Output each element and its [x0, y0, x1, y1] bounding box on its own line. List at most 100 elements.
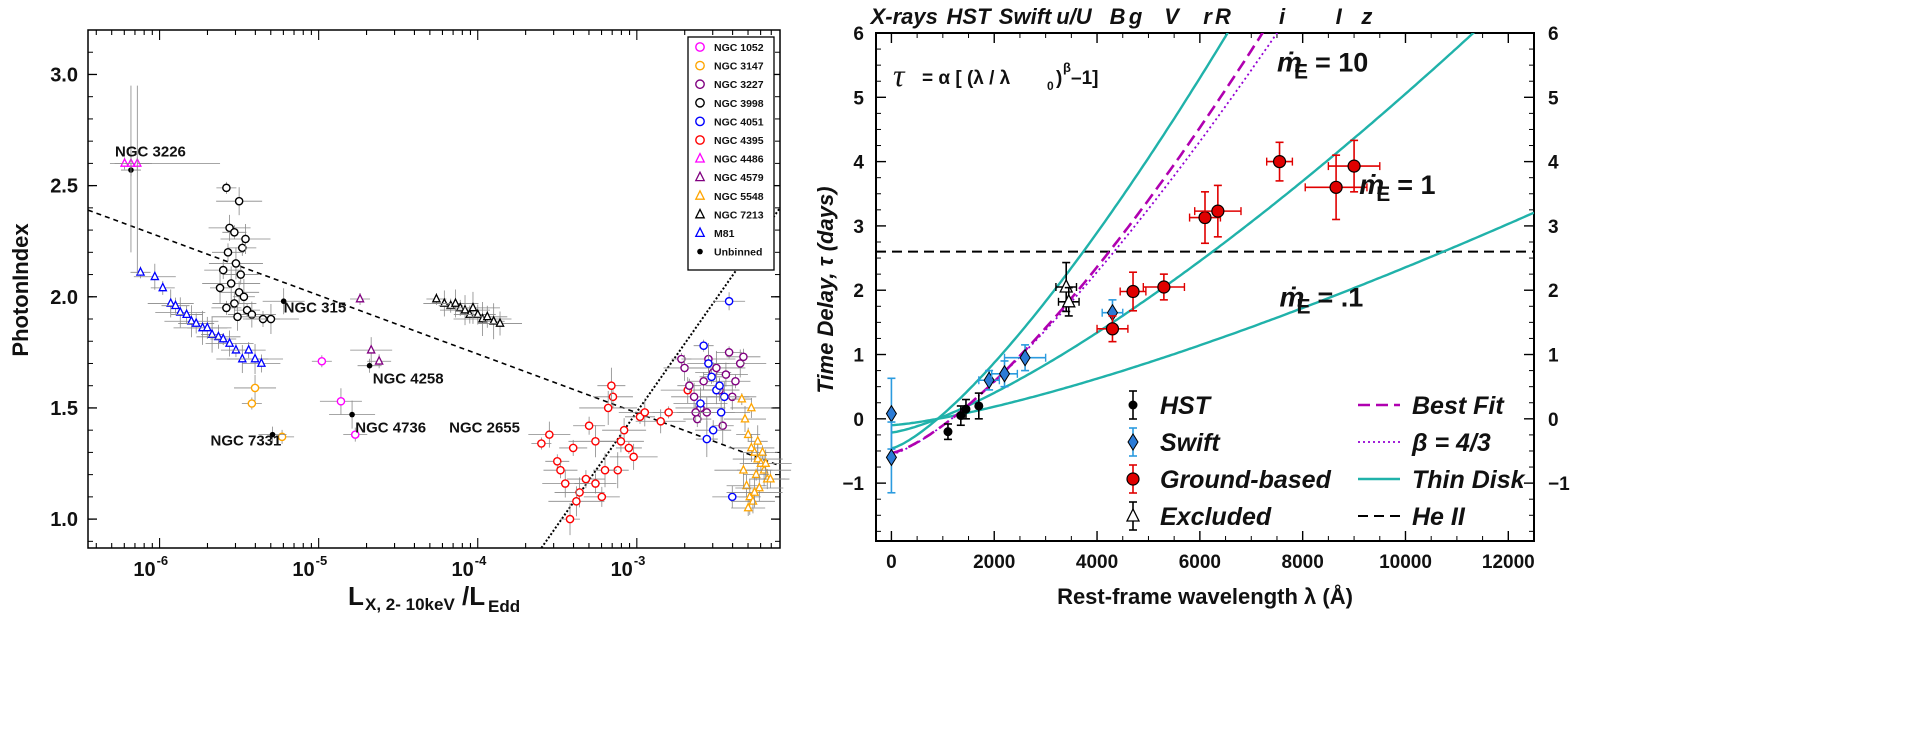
left-point-ngc-7213: [459, 304, 496, 325]
left-point-ngc-7213: [432, 289, 479, 318]
right-y-tick-label-left: 5: [853, 88, 864, 109]
right-y-tick-label-right: 6: [1548, 24, 1559, 45]
left-marker: [439, 297, 449, 307]
left-marker: [482, 310, 492, 321]
mdot-value: = 10: [1315, 48, 1368, 78]
band-label: u/U: [1056, 4, 1093, 29]
left-point-ngc-4395: [579, 390, 638, 425]
right-point-ground-based: [1188, 191, 1222, 245]
mdot-subscript: E: [1294, 61, 1308, 84]
left-marker: [366, 362, 373, 369]
left-marker: [616, 436, 626, 446]
left-marker: [231, 344, 241, 354]
left-y-axis-label: PhotonIndex: [8, 223, 33, 357]
left-annotation-label: NGC 2655: [449, 419, 520, 436]
right-model-curves: [876, 33, 1534, 456]
legend-marker-m81: [694, 226, 706, 238]
left-point-ngc-3998: [211, 300, 242, 315]
left-marker: [269, 431, 276, 438]
right-marker: [885, 448, 898, 467]
left-marker: [699, 341, 708, 350]
legend-marker-ngc-4486: [694, 152, 706, 163]
left-point-ngc-5548: [728, 433, 775, 462]
right-y-tick-label-right: −1: [1548, 474, 1570, 495]
formula-beta-sup: β: [1063, 60, 1071, 75]
left-x-tick-exponent: -6: [157, 553, 169, 568]
right-x-tick-label: 4000: [1076, 552, 1118, 573]
left-point-ngc-4395: [560, 503, 581, 536]
left-marker: [718, 421, 728, 431]
left-marker: [374, 355, 384, 365]
left-marker: [266, 314, 276, 324]
left-x-label-main: L: [348, 581, 364, 611]
thin-disk-curve-.1: [891, 211, 1534, 427]
left-marker: [749, 446, 760, 456]
left-marker: [743, 502, 753, 512]
legend-label: Unbinned: [714, 247, 762, 259]
left-point-ngc-4051: [687, 350, 730, 377]
left-marker: [213, 330, 224, 341]
left-point-ngc-7213: [482, 303, 505, 340]
legend-label: NGC 5548: [714, 191, 764, 203]
left-marker: [181, 308, 192, 319]
right-y-tick-label-left: 0: [853, 410, 864, 431]
formula-tau: τ: [893, 57, 906, 93]
left-point-ngc-4395: [652, 406, 685, 419]
left-point-m81: [210, 333, 237, 346]
mdot-value: = 1: [1397, 170, 1435, 200]
left-annotation-label: NGC 3226: [115, 144, 186, 161]
right-marker: [974, 401, 984, 411]
left-plot-frame: [87, 29, 781, 549]
right-y-axis-label: Time Delay, τ (days): [813, 186, 838, 393]
left-marker: [761, 457, 771, 467]
legend-marker-ngc-1052: [695, 42, 705, 52]
left-x-tick-base: 10: [451, 559, 473, 581]
left-marker: [738, 464, 749, 474]
right-legend-entry-best-fit: Best Fit: [1358, 392, 1505, 420]
left-marker: [727, 492, 737, 502]
left-marker: [735, 359, 745, 368]
thin-disk-curve-10: [891, 33, 1229, 450]
right-y-tick-label-left: 6: [853, 24, 864, 45]
left-point-m81: [227, 344, 284, 375]
right-point-ground-based: [1096, 315, 1129, 343]
band-label: HST: [947, 4, 993, 29]
right-point-ground-based: [1265, 141, 1294, 182]
left-point-ngc-3227: [720, 374, 751, 389]
left-point-ngc-3998: [204, 261, 243, 280]
legend-marker: [1125, 507, 1141, 522]
right-marker: [1211, 204, 1225, 218]
right-point-hst: [956, 405, 966, 427]
formula-annotation: τ = α [ (λ / λ 0 ) β –1]: [893, 57, 1098, 93]
right-y-tick-label-right: 5: [1548, 88, 1559, 109]
left-marker: [575, 488, 584, 497]
left-marker: [656, 416, 665, 426]
legend-marker: [1128, 400, 1138, 410]
beta-43-curve: [891, 33, 1279, 456]
legend-label: Ground-based: [1160, 466, 1332, 494]
left-marker: [568, 443, 578, 453]
left-marker: [552, 456, 562, 466]
left-point-ngc-4395: [609, 443, 658, 470]
left-point-ngc-3227: [687, 372, 720, 391]
left-marker: [218, 265, 228, 275]
left-marker: [603, 403, 613, 413]
right-axis-ticks: 0 2000 4000 6000 8000 10000 12000 −1 −1 0 0 1 1 2 2 3 3 4…: [842, 24, 1570, 573]
legend-label: M81: [714, 228, 735, 240]
left-point-ngc-5548: [726, 477, 783, 508]
left-annotations: NGC 3226 NGC 315 NGC 4258 NGC 4736 NGC 7331 N…: [115, 144, 520, 450]
left-point-ngc-4395: [635, 409, 686, 434]
left-marker: [191, 317, 201, 327]
left-marker: [222, 303, 231, 313]
right-legend-entry-swift: Swift: [1127, 427, 1221, 457]
left-marker: [244, 344, 254, 354]
right-data-points: [885, 139, 1381, 494]
right-marker: [1061, 293, 1076, 308]
left-marker: [237, 353, 247, 363]
left-marker: [239, 292, 249, 302]
left-point-ngc-3147: [234, 374, 277, 401]
left-point-m81: [231, 342, 266, 359]
right-marker: [956, 411, 966, 421]
left-legend-box: [687, 36, 775, 271]
left-point-ngc-3227: [677, 378, 702, 393]
